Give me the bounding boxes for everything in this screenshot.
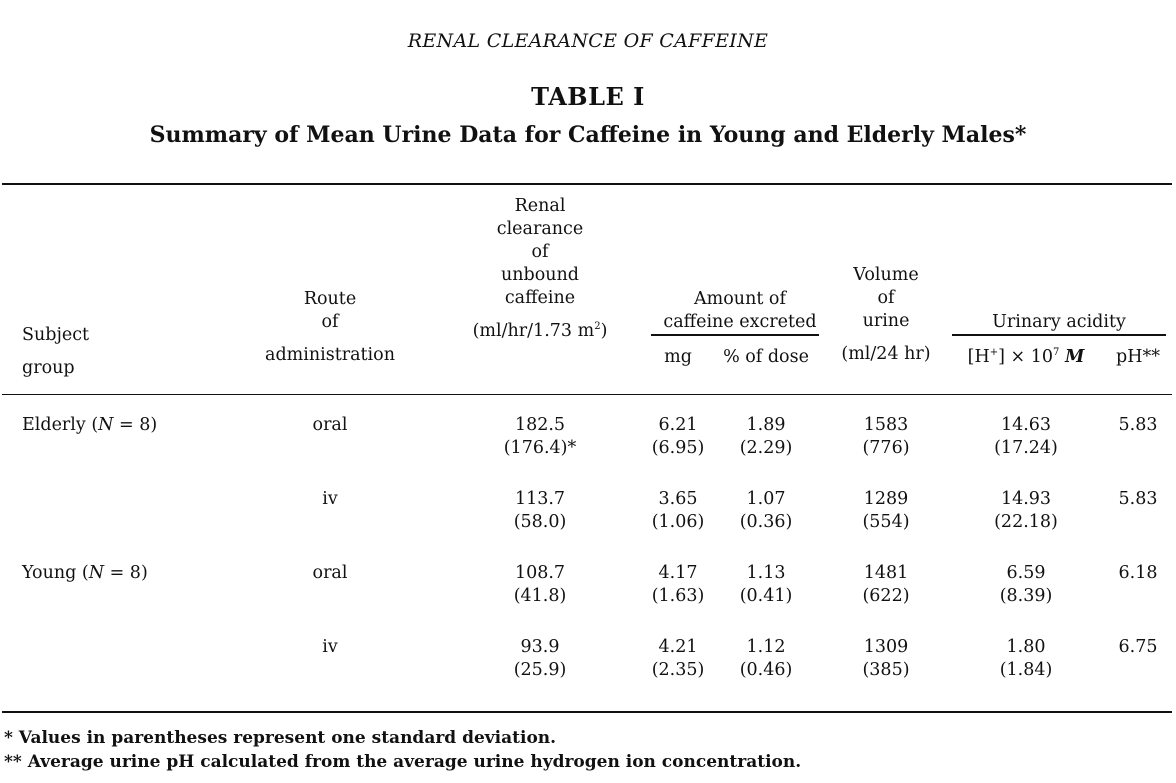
cell-sd-value: (0.46) xyxy=(739,660,793,680)
cell-value: 113.7 xyxy=(514,489,566,509)
table-cell-vol: 1309 (385) xyxy=(826,636,946,682)
table-cell-vol: 1289 (554) xyxy=(826,488,946,534)
header-subject-group: Subject group xyxy=(22,325,90,378)
cell-sd-value: (58.0) xyxy=(513,512,567,532)
table-cell-renal: 182.5 (176.4)* xyxy=(440,414,640,460)
cell-sd-value: (1.63) xyxy=(651,586,705,606)
table-cell-renal: 93.9 (25.9) xyxy=(440,636,640,682)
cell-value: 1481 xyxy=(863,563,909,583)
cell-sd-value: (2.35) xyxy=(651,660,705,680)
table-cell-pct: 1.13 (0.41) xyxy=(710,562,822,608)
cell-value: iv xyxy=(322,489,338,509)
table-cell-pct: 1.12 (0.46) xyxy=(710,636,822,682)
cell-value: 1.13 xyxy=(746,563,786,583)
cell-value: 6.18 xyxy=(1118,563,1158,583)
header-renal-clearance: Renal clearance of unbound caffeine (ml/… xyxy=(472,196,608,341)
cell-value: oral xyxy=(312,415,348,435)
footnote-ph: ** Average urine pH calculated from the … xyxy=(4,752,802,772)
table-cell-route: oral xyxy=(240,414,420,437)
cell-sd-value: (776) xyxy=(862,438,910,458)
table-cell-mg: 4.17 (1.63) xyxy=(650,562,706,608)
group-label-young: Young (N = 8) xyxy=(22,563,148,583)
cell-sd-value: (0.41) xyxy=(739,586,793,606)
cell-value: 1289 xyxy=(863,489,909,509)
running-head: RENAL CLEARANCE OF CAFFEINE xyxy=(407,30,769,52)
cell-value: 14.93 xyxy=(1000,489,1052,509)
amount-spanner-rule xyxy=(651,334,819,336)
table-cell-mg: 6.21 (6.95) xyxy=(650,414,706,460)
cell-sd-value: (0.36) xyxy=(739,512,793,532)
cell-value: 1.12 xyxy=(746,637,786,657)
table-cell-vol: 1481 (622) xyxy=(826,562,946,608)
table-cell-renal: 113.7 (58.0) xyxy=(440,488,640,534)
cell-value: 1.80 xyxy=(1006,637,1046,657)
group-label-elderly: Elderly (N = 8) xyxy=(22,415,158,435)
header-urinary-acidity: Urinary acidity xyxy=(992,312,1126,332)
header-route: Route of administration xyxy=(265,289,395,365)
cell-value: 182.5 xyxy=(514,415,566,435)
cell-sd-value: (176.4)* xyxy=(503,438,577,458)
table-cell-h: 14.63 (17.24) xyxy=(946,414,1106,460)
header-ph: pH** xyxy=(1116,347,1160,367)
cell-sd-value: (41.8) xyxy=(513,586,567,606)
header-mg: mg xyxy=(664,347,692,367)
table-cell-route: oral xyxy=(240,562,420,585)
table-cell-pct: 1.89 (2.29) xyxy=(710,414,822,460)
table-cell-ph: 6.75 xyxy=(1104,636,1172,659)
header-h-concentration: [H+] × 107 M xyxy=(967,347,1085,367)
cell-value: 5.83 xyxy=(1118,415,1158,435)
cell-value: 4.21 xyxy=(658,637,698,657)
header-amount-excreted: Amount of caffeine excreted xyxy=(663,289,817,332)
table-cell-vol: 1583 (776) xyxy=(826,414,946,460)
table-cell-pct: 1.07 (0.36) xyxy=(710,488,822,534)
table-cell-h: 1.80 (1.84) xyxy=(946,636,1106,682)
cell-sd-value: (1.84) xyxy=(999,660,1053,680)
cell-value: oral xyxy=(312,563,348,583)
table-header-rule xyxy=(2,394,1172,395)
table-bottom-rule xyxy=(2,711,1172,713)
table-label: TABLE I xyxy=(531,82,645,111)
cell-sd-value: (1.06) xyxy=(651,512,705,532)
header-volume: Volume of urine (ml/24 hr) xyxy=(841,265,931,364)
footnote-sd: * Values in parentheses represent one st… xyxy=(4,728,557,748)
header-pct-dose: % of dose xyxy=(723,347,809,367)
cell-sd-value: (8.39) xyxy=(999,586,1053,606)
cell-sd-value: (385) xyxy=(862,660,910,680)
cell-value: 6.21 xyxy=(658,415,698,435)
cell-value: 6.75 xyxy=(1118,637,1158,657)
table-caption: Summary of Mean Urine Data for Caffeine … xyxy=(149,122,1027,148)
cell-value: 3.65 xyxy=(658,489,698,509)
cell-sd-value: (2.29) xyxy=(739,438,793,458)
cell-value: 108.7 xyxy=(514,563,566,583)
cell-value: 4.17 xyxy=(658,563,698,583)
cell-sd-value: (622) xyxy=(862,586,910,606)
table-cell-ph: 5.83 xyxy=(1104,488,1172,511)
table-cell-renal: 108.7 (41.8) xyxy=(440,562,640,608)
cell-value: 1583 xyxy=(863,415,909,435)
table-cell-route: iv xyxy=(240,636,420,659)
cell-sd-value: (22.18) xyxy=(994,512,1058,532)
cell-sd-value: (6.95) xyxy=(651,438,705,458)
cell-value: 6.59 xyxy=(1006,563,1046,583)
table-cell-mg: 3.65 (1.06) xyxy=(650,488,706,534)
cell-value: iv xyxy=(322,637,338,657)
cell-value: 1309 xyxy=(863,637,909,657)
cell-sd-value: (25.9) xyxy=(513,660,567,680)
cell-value: 14.63 xyxy=(1000,415,1052,435)
cell-value: 93.9 xyxy=(520,637,560,657)
cell-value: 5.83 xyxy=(1118,489,1158,509)
cell-sd-value: (554) xyxy=(862,512,910,532)
acidity-spanner-rule xyxy=(952,334,1166,336)
table-cell-h: 14.93 (22.18) xyxy=(946,488,1106,534)
table-cell-ph: 5.83 xyxy=(1104,414,1172,437)
table-cell-ph: 6.18 xyxy=(1104,562,1172,585)
cell-value: 1.89 xyxy=(746,415,786,435)
cell-sd-value: (17.24) xyxy=(994,438,1058,458)
table-cell-h: 6.59 (8.39) xyxy=(946,562,1106,608)
table-cell-mg: 4.21 (2.35) xyxy=(650,636,706,682)
table-top-rule xyxy=(2,183,1172,185)
cell-value: 1.07 xyxy=(746,489,786,509)
table-cell-route: iv xyxy=(240,488,420,511)
